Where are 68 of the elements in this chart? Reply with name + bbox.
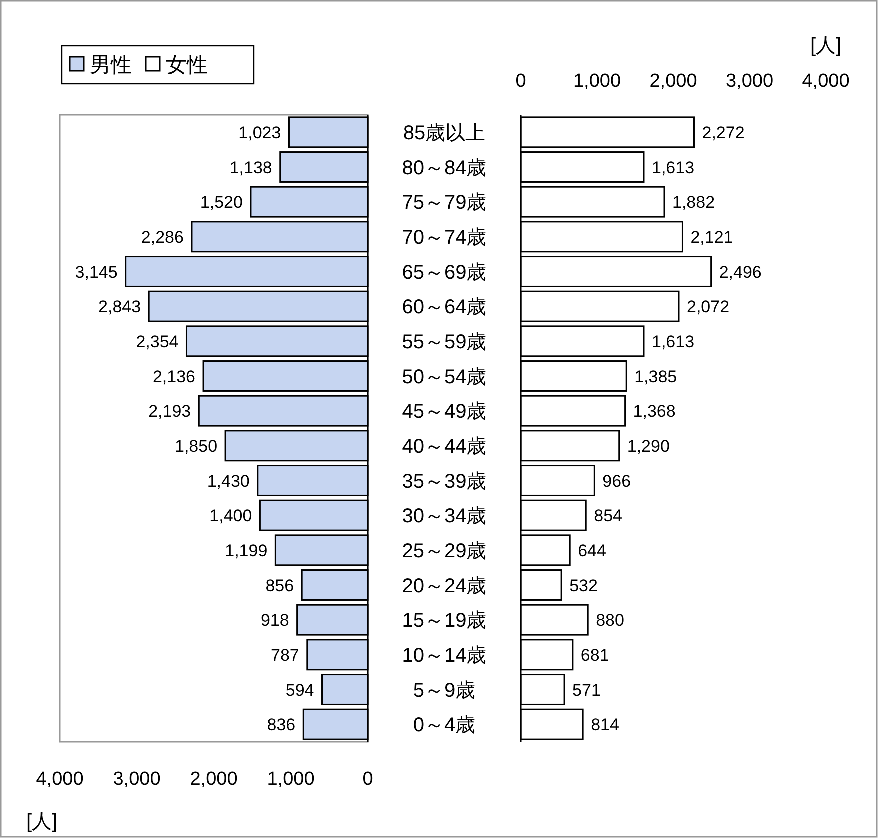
text: 女性 bbox=[166, 54, 208, 77]
data-label: 1,199 bbox=[225, 541, 268, 560]
data-label: 644 bbox=[578, 541, 606, 560]
data-label: 1,400 bbox=[210, 506, 252, 526]
y-tick-label: 5～9歳 bbox=[413, 680, 476, 702]
data-label: 2,136 bbox=[152, 367, 196, 386]
data-label: 2,072 bbox=[686, 298, 730, 317]
data-label: 2,272 bbox=[702, 123, 745, 142]
y-tick-label: 60～64歳 bbox=[402, 296, 487, 319]
x-tick-label: 0 bbox=[362, 769, 374, 790]
x-tick-label: 4,000 bbox=[36, 769, 84, 790]
y-tick-label: 0～4歳 bbox=[413, 714, 476, 737]
data-label: 2,843 bbox=[98, 298, 142, 317]
x-tick-label: 2,000 bbox=[190, 769, 238, 790]
y-tick-label: 85歳以上 bbox=[403, 122, 486, 144]
data-label: 1,613 bbox=[652, 332, 695, 352]
x-tick-label: 2,000 bbox=[650, 71, 698, 92]
y-tick-label: 25～29歳 bbox=[402, 540, 487, 562]
data-label: 1,138 bbox=[230, 158, 272, 178]
data-label: 594 bbox=[286, 680, 314, 700]
data-label: 2,193 bbox=[148, 402, 192, 422]
y-tick-label: 45～49歳 bbox=[402, 401, 487, 424]
data-label: 814 bbox=[591, 716, 620, 735]
x-tick-label: 1,000 bbox=[267, 769, 315, 790]
y-tick-label: 40～44歳 bbox=[402, 436, 487, 458]
y-tick-label: 75～79歳 bbox=[402, 192, 487, 214]
data-label: 856 bbox=[266, 576, 294, 596]
y-tick-label: 20～24歳 bbox=[402, 575, 487, 598]
data-label: 1,368 bbox=[633, 402, 676, 422]
data-label: 880 bbox=[596, 611, 624, 630]
data-label: 532 bbox=[570, 576, 598, 596]
y-tick-label: 80～84歳 bbox=[402, 157, 487, 180]
x-axis-title: [人] bbox=[810, 35, 842, 57]
data-label: 787 bbox=[271, 646, 300, 665]
y-tick-label: 65～69歳 bbox=[402, 262, 487, 284]
data-label: 854 bbox=[594, 506, 622, 526]
data-label: 1,613 bbox=[652, 158, 695, 178]
data-label: 2,286 bbox=[141, 228, 184, 247]
x-tick-label: 1,000 bbox=[573, 71, 622, 92]
data-label: 2,496 bbox=[719, 262, 762, 282]
data-label: 966 bbox=[602, 472, 632, 491]
y-tick-label: 50～54歳 bbox=[402, 366, 487, 388]
data-label: 2,354 bbox=[136, 332, 179, 352]
data-label: 2,121 bbox=[690, 228, 734, 247]
x-tick-label: 4,000 bbox=[802, 71, 850, 92]
data-label: 1,850 bbox=[175, 436, 218, 456]
data-label: 681 bbox=[580, 646, 610, 665]
y-tick-label: 15～19歳 bbox=[402, 610, 487, 632]
y-tick-label: 55～59歳 bbox=[402, 331, 487, 354]
data-label: 1,023 bbox=[238, 123, 282, 142]
x-tick-label: 0 bbox=[516, 71, 526, 92]
x-tick-label: 3,000 bbox=[113, 769, 161, 790]
data-label: 571 bbox=[572, 680, 601, 700]
legend-label: 男性 bbox=[90, 54, 132, 77]
y-tick-label: 30～34歳 bbox=[402, 506, 487, 528]
data-label: 1,882 bbox=[672, 193, 716, 212]
y-tick-label: 70～74歳 bbox=[402, 226, 487, 249]
data-label: 836 bbox=[267, 716, 296, 735]
x-tick-label: 3,000 bbox=[726, 71, 774, 92]
y-tick-label: 10～14歳 bbox=[402, 644, 487, 667]
data-label: 3,145 bbox=[75, 262, 118, 282]
data-label: 1,520 bbox=[200, 193, 243, 212]
data-label: 1,430 bbox=[207, 472, 250, 491]
data-label: 1,385 bbox=[634, 367, 678, 386]
y-tick-label: 35～39歳 bbox=[402, 470, 487, 493]
data-label: 918 bbox=[260, 611, 290, 630]
x-axis-title: [人] bbox=[26, 811, 58, 833]
data-label: 1,290 bbox=[627, 436, 670, 456]
